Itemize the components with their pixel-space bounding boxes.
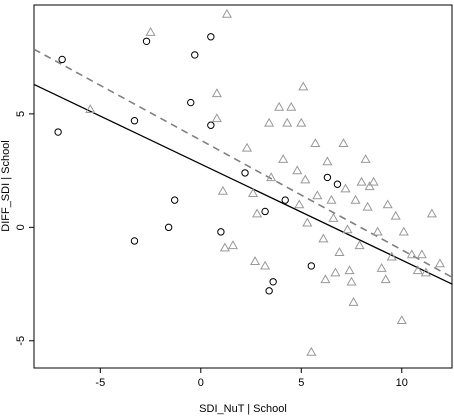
y-axis-label: DIFF_SDI | School — [0, 140, 12, 232]
circle-point — [170, 196, 179, 204]
y-tick-label: 0 — [15, 224, 27, 230]
triangle-point — [227, 240, 239, 250]
triangle-point — [434, 258, 446, 268]
triangle-point — [382, 199, 393, 209]
circle-point — [142, 37, 151, 45]
triangle-point — [320, 274, 331, 284]
triangle-point — [360, 154, 371, 163]
triangle-point — [396, 315, 407, 325]
triangle-point — [298, 81, 309, 91]
triangle-point — [310, 138, 321, 148]
triangle-point — [348, 296, 359, 306]
triangle-point — [386, 251, 397, 261]
dashed-fit-line — [33, 48, 453, 278]
triangle-point — [282, 117, 293, 127]
triangle-point — [326, 194, 337, 204]
circle-point — [130, 117, 139, 125]
y-tick-label: -5 — [15, 336, 27, 346]
circle-point — [54, 128, 62, 136]
triangle-point — [364, 181, 375, 191]
circle-point — [323, 173, 332, 182]
plot-frame — [33, 4, 453, 369]
circle-point — [333, 180, 342, 188]
triangle-point — [247, 188, 259, 197]
triangle-point — [376, 262, 387, 272]
x-tick-label: 10 — [396, 377, 408, 389]
triangle-point — [217, 185, 228, 195]
triangle-point — [292, 165, 303, 175]
triangle-point — [416, 249, 427, 259]
triangle-point — [211, 113, 222, 123]
triangle-point — [344, 265, 355, 275]
triangle-point — [412, 265, 423, 275]
triangle-point — [278, 154, 289, 163]
triangle-point — [260, 260, 271, 270]
x-tick-label: 5 — [298, 377, 304, 389]
circle-point — [307, 262, 316, 270]
triangle-point — [249, 256, 261, 266]
triangle-point — [398, 226, 409, 236]
x-tick-label: -5 — [95, 377, 105, 389]
circle-point — [261, 207, 269, 216]
circle-point — [130, 237, 139, 245]
circle-point — [207, 33, 215, 41]
circle-point — [191, 51, 199, 59]
circle-point — [269, 278, 277, 286]
y-tick-label: 5 — [15, 111, 27, 117]
triangle-point — [221, 8, 232, 18]
axes: -5 0 5 10 -5 0 5 — [15, 111, 408, 389]
circle-point — [281, 196, 289, 204]
triangle-point — [294, 199, 305, 209]
triangle-point — [426, 208, 437, 218]
triangle-point — [406, 249, 417, 259]
triangle-point — [211, 88, 222, 98]
triangle-point — [420, 267, 431, 277]
triangle-point — [372, 226, 383, 236]
triangle-point — [286, 101, 297, 111]
triangle-point — [306, 346, 317, 356]
circle-point — [187, 98, 195, 107]
circle-point — [207, 121, 215, 129]
triangle-point — [266, 172, 277, 182]
triangle-point — [334, 247, 345, 256]
x-tick-label: 0 — [198, 377, 204, 389]
data-points — [54, 8, 446, 356]
triangle-point — [342, 224, 353, 234]
triangle-point — [328, 213, 339, 222]
circle-point — [58, 55, 66, 64]
triangle-point — [362, 201, 373, 211]
triangle-point — [264, 117, 275, 127]
triangle-point — [330, 267, 341, 277]
triangle-point — [322, 156, 333, 166]
triangle-point — [241, 142, 253, 152]
triangle-point — [340, 183, 351, 193]
triangle-point — [312, 190, 323, 200]
triangle-point — [296, 117, 307, 127]
triangle-point — [346, 276, 357, 286]
triangle-point — [318, 233, 329, 243]
circle-point — [241, 169, 249, 177]
x-axis-label: SDI_NuT | School — [199, 403, 287, 415]
triangle-point — [380, 274, 391, 284]
triangle-point — [338, 138, 349, 148]
triangle-point — [354, 240, 365, 250]
circle-point — [265, 287, 273, 295]
triangle-point — [219, 242, 230, 252]
triangle-point — [85, 104, 96, 114]
solid-fit-line — [33, 83, 453, 285]
triangle-point — [390, 210, 401, 220]
triangle-point — [350, 194, 361, 204]
circle-point — [164, 223, 173, 232]
triangle-point — [252, 208, 263, 218]
triangle-point — [368, 176, 379, 186]
triangle-point — [274, 101, 285, 111]
circle-point — [217, 228, 225, 236]
regression-lines — [33, 48, 453, 285]
triangle-point — [145, 27, 156, 36]
triangle-point — [300, 174, 311, 184]
triangle-point — [356, 176, 367, 186]
triangle-point — [302, 217, 313, 227]
